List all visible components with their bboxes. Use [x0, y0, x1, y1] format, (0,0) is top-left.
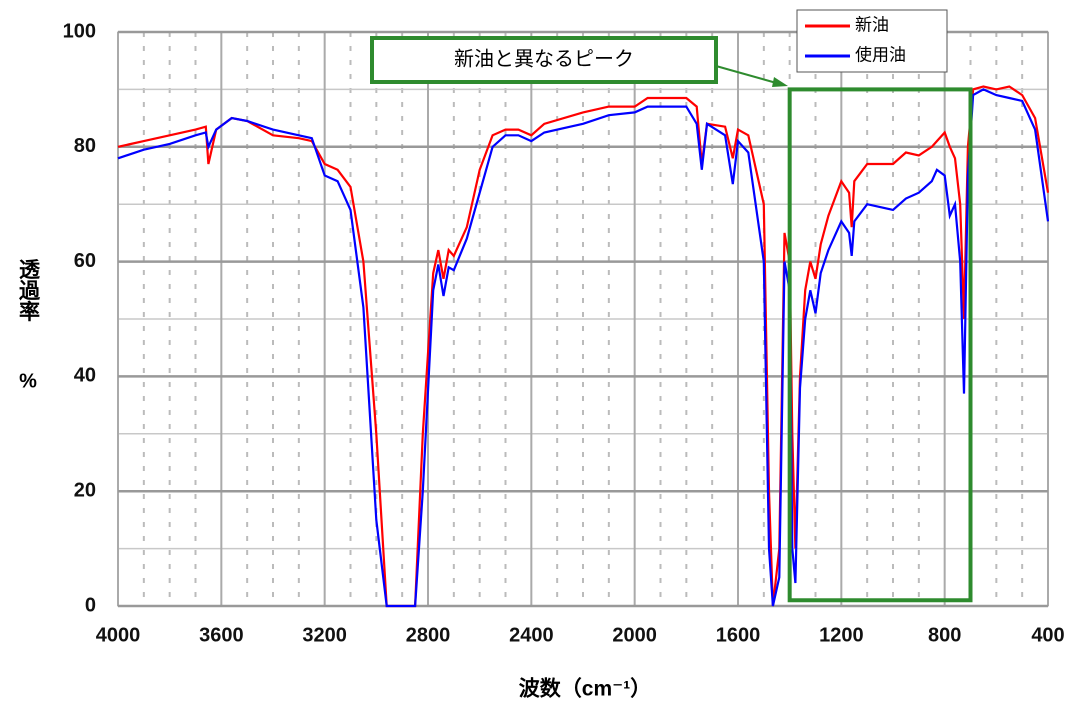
y-tick-label: 80 [74, 135, 96, 157]
legend [796, 9, 948, 73]
y-tick-label: 0 [85, 594, 96, 616]
x-tick-label: 3200 [302, 624, 347, 646]
annotation-text: 新油と異なるピーク [454, 47, 634, 70]
x-axis-label: 波数（cm⁻¹） [519, 677, 651, 701]
x-tick-label: 2800 [406, 624, 451, 646]
x-tick-label: 800 [928, 624, 961, 646]
x-tick-label: 4000 [96, 624, 141, 646]
annotation-arrow [715, 65, 781, 85]
arrow-head [772, 77, 788, 87]
legend-label: 新油 [855, 15, 889, 34]
x-tick-label: 2400 [509, 624, 554, 646]
plot-area [117, 30, 1050, 608]
y-tick-label: 60 [74, 250, 96, 272]
x-tick-label: 2000 [612, 624, 657, 646]
y-axis-label: 透過率 [17, 259, 41, 323]
series-line [117, 85, 1050, 608]
x-tick-label: 1200 [819, 624, 864, 646]
y-axis-unit: % [19, 370, 37, 392]
x-tick-label: 400 [1031, 624, 1064, 646]
legend-label: 使用油 [855, 44, 906, 64]
annotation-box [370, 36, 718, 84]
series-line [117, 88, 1050, 608]
y-tick-label: 40 [74, 365, 96, 387]
x-tick-label: 3600 [199, 624, 244, 646]
y-tick-label: 100 [63, 20, 96, 42]
x-tick-label: 1600 [716, 624, 761, 646]
y-tick-label: 20 [74, 479, 96, 501]
highlight-region [787, 87, 973, 603]
